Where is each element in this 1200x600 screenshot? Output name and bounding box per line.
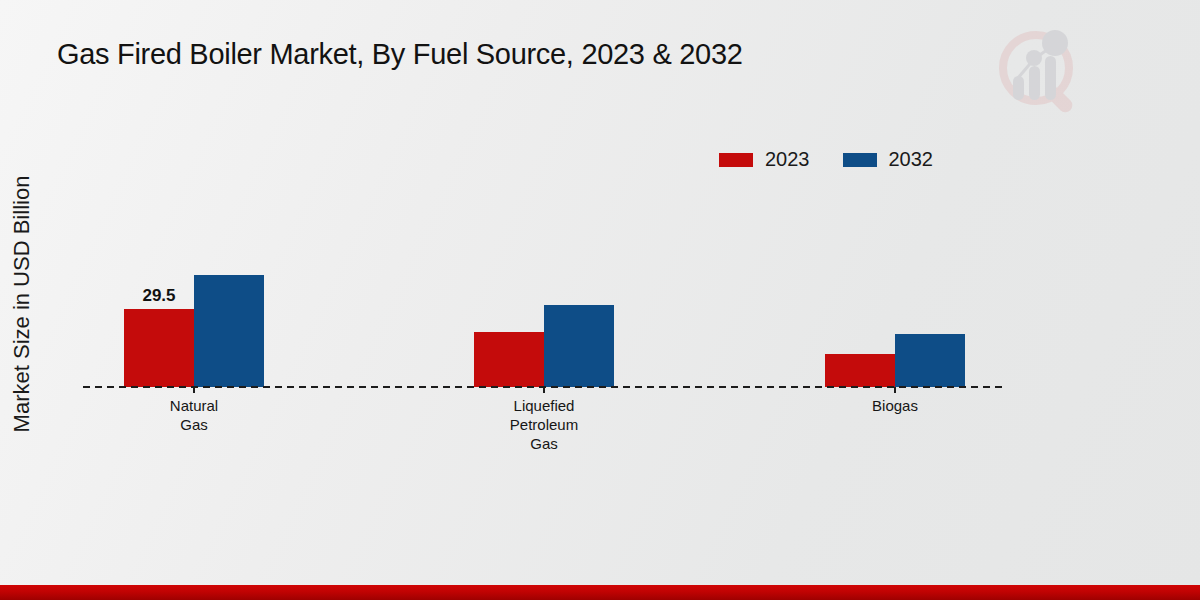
bar-2032-liquefied-petroleum-gas (544, 305, 614, 387)
legend-swatch-2023 (719, 153, 753, 167)
legend-swatch-2032 (843, 153, 877, 167)
category-label-liquefied-petroleum-gas: LiquefiedPetroleumGas (454, 396, 634, 453)
chart-title: Gas Fired Boiler Market, By Fuel Source,… (57, 38, 743, 71)
market-research-future-watermark-logo (992, 26, 1084, 118)
category-label-biogas: Biogas (805, 396, 985, 415)
bottom-accent-bar (0, 585, 1200, 600)
x-axis-baseline (83, 386, 1005, 388)
legend-item-2023: 2023 (719, 148, 810, 171)
legend-item-2032: 2032 (843, 148, 934, 171)
bar-2032-biogas (895, 334, 965, 387)
category-label-natural-gas: NaturalGas (104, 396, 284, 434)
y-axis-label: Market Size in USD Billion (9, 154, 35, 454)
bar-2023-liquefied-petroleum-gas (474, 332, 544, 387)
bar-2032-natural-gas (194, 275, 264, 387)
bar-2023-biogas (825, 354, 895, 387)
bar-2023-natural-gas (124, 309, 194, 387)
bar-value-label-2023-natural-gas: 29.5 (124, 286, 194, 306)
legend-label-2032: 2032 (889, 148, 934, 171)
legend-label-2023: 2023 (765, 148, 810, 171)
legend: 2023 2032 (719, 148, 933, 171)
